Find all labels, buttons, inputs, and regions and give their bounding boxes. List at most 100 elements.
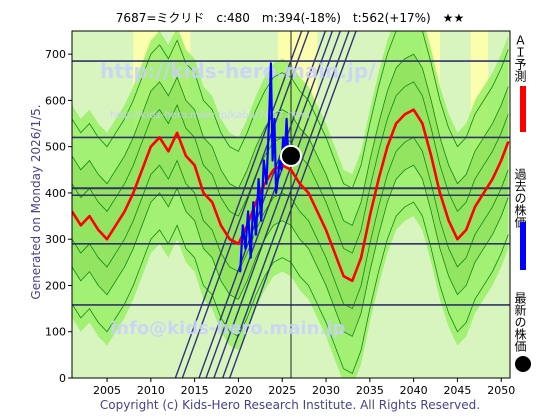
ai-point (158, 136, 161, 139)
ai-point (298, 182, 301, 185)
past-point (262, 159, 265, 162)
past-point (260, 219, 263, 222)
legend-past-swatch (520, 222, 526, 270)
ai-point (333, 252, 336, 254)
ai-point (491, 178, 494, 180)
chart-title: 7687=ミクリド c:480 m:394(-18%) t:562(+17%) … (116, 11, 464, 25)
legend-past-label: 過去の株価 (513, 168, 527, 228)
y-tick-label: 700 (45, 48, 66, 61)
ai-point (377, 178, 380, 180)
ai-point (507, 141, 510, 143)
y-tick-label: 300 (45, 233, 66, 246)
trend-line (229, 31, 357, 378)
x-tick-label: 2040 (400, 384, 428, 397)
ai-point (211, 201, 214, 204)
ai-point (141, 168, 143, 171)
past-point (273, 118, 276, 120)
ai-point (202, 192, 205, 194)
ai-point (123, 210, 126, 213)
ai-point (114, 224, 117, 227)
past-point (285, 118, 288, 120)
ai-point (237, 242, 240, 245)
ai-point (351, 279, 354, 282)
trend-line (213, 31, 342, 378)
legend-latest-dot (515, 356, 531, 372)
x-tick-label: 2035 (356, 384, 384, 397)
x-tick-label: 2025 (268, 384, 296, 397)
ai-point (412, 108, 415, 111)
trend-line (198, 31, 327, 378)
ai-point (228, 238, 231, 241)
y-tick-label: 0 (59, 372, 66, 385)
ai-point (447, 219, 450, 222)
past-point (255, 233, 257, 236)
past-point (247, 210, 249, 213)
past-point (249, 256, 252, 259)
ai-point (263, 182, 266, 185)
x-tick-label: 2045 (443, 384, 471, 397)
ai-point (342, 275, 345, 278)
ai-point (149, 145, 152, 148)
trend-line (181, 31, 310, 378)
past-point (239, 270, 242, 273)
watermark-top-small: http://kids-hero.main.jp/kabu/7687.html (110, 110, 310, 121)
legend-ai-swatch (520, 86, 526, 132)
ai-point (368, 215, 371, 217)
ai-point (500, 159, 503, 162)
ai-point (360, 256, 362, 259)
past-point (244, 247, 247, 250)
trend-line (174, 31, 303, 378)
ai-point (97, 229, 100, 231)
x-tick-label: 2015 (181, 384, 209, 397)
ai-point (430, 155, 433, 157)
ai-point (307, 192, 310, 194)
past-point (252, 201, 255, 204)
past-point (276, 178, 279, 180)
ai-point (482, 192, 485, 194)
x-tick-label: 2050 (487, 384, 515, 397)
trend-line (205, 31, 334, 378)
past-point (280, 168, 283, 171)
ai-point (167, 150, 170, 153)
ai-point (316, 210, 319, 213)
past-price-line (239, 62, 292, 272)
y-tick-label: 100 (45, 326, 66, 339)
legend-latest-label: 最新の株価 (513, 292, 527, 352)
past-point (282, 136, 285, 139)
ai-point (290, 168, 292, 171)
ai-point (193, 164, 196, 167)
y-tick-label: 600 (45, 94, 66, 107)
past-point (269, 62, 272, 65)
legend-ai-label: ＡＩ予測 (513, 34, 527, 83)
y-tick-label: 500 (45, 141, 66, 154)
x-tick-label: 2030 (312, 384, 340, 397)
past-point (241, 224, 244, 227)
watermark-top: http://kids-hero.main.jp/ (100, 59, 376, 83)
ai-point (474, 205, 476, 208)
generated-date: Generated on Monday 2026/1/5. (29, 104, 43, 299)
x-tick-label: 2020 (224, 384, 252, 397)
plot-series (72, 62, 510, 283)
ai-point (272, 168, 275, 171)
y-tick-label: 400 (45, 187, 66, 200)
plot-horizontal-lines (72, 31, 510, 378)
legend: ＡＩ予測 過去の株価 最新の株価 (513, 34, 531, 372)
watermark-bottom: info@kids-hero.main.jp (110, 318, 345, 339)
y-tick-label: 200 (45, 279, 66, 292)
past-point (257, 178, 260, 180)
ai-point (220, 224, 222, 227)
footer-copyright: Copyright (c) Kids-Hero Research Institu… (100, 398, 480, 412)
plot-frame (71, 30, 511, 379)
ai-point (325, 229, 327, 231)
ai-point (176, 131, 179, 134)
plot-axes: 0 100 200 300 400 500 600 700 2005 2010 2015 2020 20… (45, 30, 515, 397)
ai-point (395, 122, 398, 125)
ai-point (439, 192, 441, 194)
ai-point (456, 238, 459, 241)
ai-point (465, 229, 468, 231)
past-point (271, 159, 274, 162)
ai-point (106, 238, 108, 241)
x-tick-label: 2010 (137, 384, 165, 397)
past-point (265, 182, 268, 185)
